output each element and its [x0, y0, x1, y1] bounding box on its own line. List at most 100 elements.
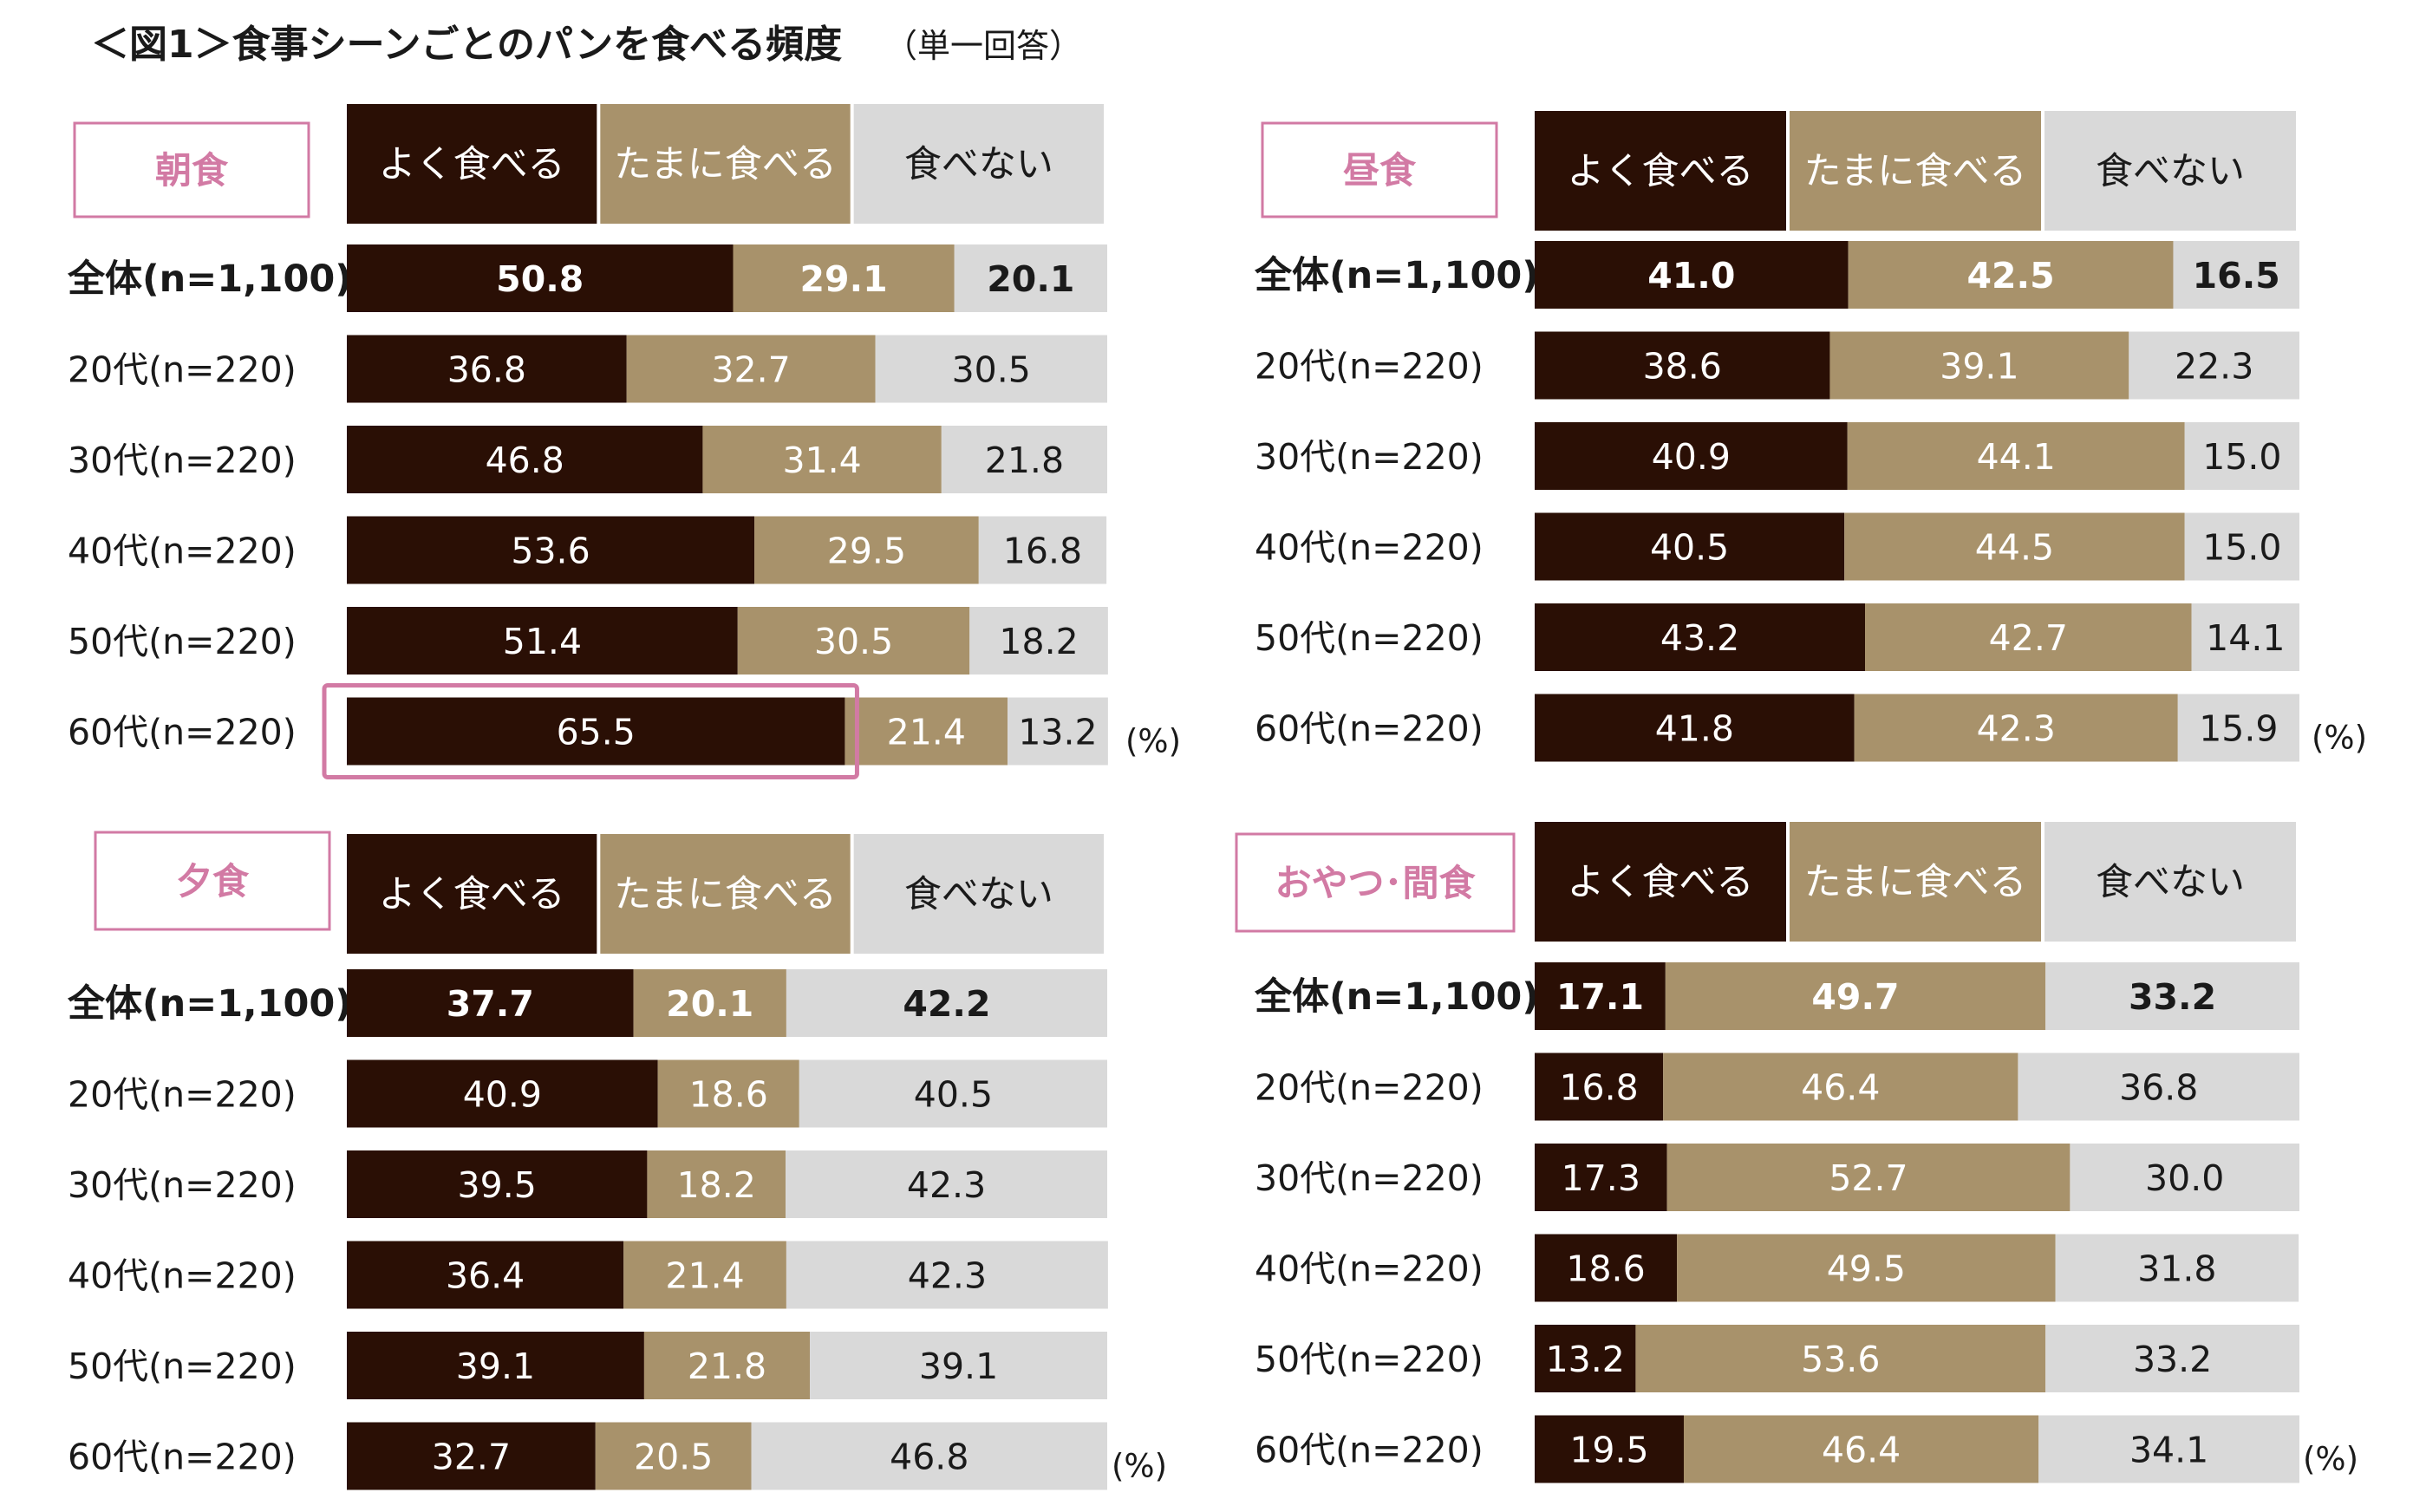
data-label: 18.6 [1566, 1248, 1645, 1290]
bar-segment-sometimes [657, 1059, 799, 1128]
bar-segment-never [875, 335, 1107, 403]
legend-cell-2 [600, 104, 851, 224]
bar-segment-often [347, 607, 738, 675]
legend-label-1: よく食べる [1568, 150, 1754, 193]
data-label: 31.8 [2137, 1248, 2216, 1290]
unit-label: (%) [2312, 720, 2367, 757]
data-label: 30.5 [952, 349, 1031, 391]
bar-segment-sometimes [1635, 1325, 2046, 1392]
data-label: 49.5 [1827, 1248, 1906, 1290]
bar-segment-never [2173, 241, 2299, 309]
bar-segment-often [347, 1422, 596, 1490]
data-label: 40.5 [1650, 527, 1729, 569]
bar-segment-often [347, 1332, 644, 1399]
legend-cell-2 [1790, 822, 2041, 942]
meal-label-box [94, 831, 331, 931]
bar-segment-sometimes [647, 1150, 786, 1218]
bar-segment-sometimes [1854, 694, 2178, 762]
bar-segment-often [347, 1150, 648, 1218]
data-label: 42.2 [903, 983, 990, 1025]
bar-segment-sometimes [633, 969, 786, 1037]
bar-segment-often [1535, 962, 1666, 1030]
legend-cell-3 [2044, 111, 2296, 231]
category-label: 30代(n=220) [1255, 1157, 1484, 1199]
bar-segment-often [1535, 1144, 1667, 1211]
data-label: 32.7 [432, 1437, 511, 1478]
category-label: 40代(n=220) [1255, 1248, 1484, 1290]
bar-segment-sometimes [1844, 512, 2185, 581]
bar-segment-sometimes [1677, 1234, 2056, 1302]
data-label: 18.6 [689, 1074, 768, 1116]
data-label: 17.1 [1556, 976, 1644, 1018]
bar-segment-often [347, 1241, 624, 1309]
bar-segment-never [2177, 694, 2299, 762]
bar-segment-never [954, 244, 1107, 312]
unit-label: (%) [2303, 1441, 2358, 1478]
chart-title: ＜図1＞食事シーンごとのパンを食べる頻度 [91, 23, 842, 67]
category-label: 60代(n=220) [68, 1437, 297, 1478]
legend-cell-1 [347, 834, 597, 954]
bar-segment-sometimes [754, 516, 979, 584]
data-label: 39.5 [458, 1164, 537, 1206]
data-label: 40.9 [463, 1074, 542, 1116]
data-label: 15.9 [2199, 708, 2278, 750]
legend-label-3: 食べない [904, 143, 1053, 186]
category-label: 30代(n=220) [68, 1164, 297, 1206]
bar-segment-often [347, 697, 845, 766]
bar-segment-never [2045, 962, 2299, 1030]
data-label: 38.6 [1643, 346, 1722, 388]
data-label: 36.8 [2119, 1067, 2198, 1109]
meal-label: 夕食 [176, 860, 250, 903]
category-label: 全体(n=1,100) [67, 982, 352, 1026]
data-label: 65.5 [557, 712, 636, 753]
legend-cell-1 [1535, 822, 1786, 942]
data-label: 16.8 [1003, 531, 1082, 572]
data-label: 37.7 [447, 983, 534, 1025]
data-label: 46.4 [1822, 1430, 1901, 1471]
bar-segment-never [2129, 331, 2299, 400]
bar-segment-often [347, 1059, 658, 1128]
category-label: 20代(n=220) [1255, 1067, 1484, 1109]
data-label: 51.4 [503, 621, 582, 662]
bar-segment-sometimes [1665, 962, 2046, 1030]
legend-cell-1 [1535, 111, 1786, 231]
data-label: 36.4 [446, 1255, 525, 1297]
category-label: 20代(n=220) [68, 1074, 297, 1116]
category-label: 全体(n=1,100) [1254, 254, 1539, 297]
bar-segment-often [1535, 1325, 1636, 1392]
data-label: 42.5 [1966, 255, 2054, 297]
legend-cell-2 [600, 834, 851, 954]
bar-segment-often [1535, 241, 1849, 309]
bar-segment-never [751, 1422, 1107, 1490]
data-label: 20.1 [666, 983, 753, 1025]
bar-segment-often [1535, 694, 1855, 762]
data-label: 42.7 [1989, 617, 2068, 659]
legend-cell-3 [2044, 822, 2296, 942]
bar-segment-never [786, 969, 1107, 1037]
data-label: 44.1 [1977, 436, 2056, 478]
data-label: 17.3 [1562, 1157, 1640, 1199]
data-label: 34.1 [2129, 1430, 2208, 1471]
bar-segment-never [2191, 603, 2299, 671]
bar-segment-often [1535, 1234, 1678, 1302]
data-label: 53.6 [1801, 1339, 1880, 1380]
bar-segment-never [969, 607, 1108, 675]
bar-segment-sometimes [595, 1422, 752, 1490]
bar-segment-sometimes [733, 244, 955, 312]
data-label: 46.4 [1801, 1067, 1880, 1109]
bar-segment-often [347, 516, 755, 584]
data-label: 32.7 [711, 349, 790, 391]
category-label: 20代(n=220) [68, 349, 297, 391]
legend-label-2: たまに食べる [614, 873, 837, 916]
chart-subtitle: （単一回答） [884, 27, 1082, 65]
bar-segment-sometimes [737, 607, 970, 675]
data-label: 20.1 [987, 258, 1074, 300]
data-label: 39.1 [456, 1346, 535, 1387]
legend-cell-1 [347, 104, 597, 224]
bar-segment-sometimes [702, 426, 942, 493]
bar-segment-never [2055, 1234, 2299, 1302]
data-label: 14.1 [2206, 617, 2285, 659]
data-label: 31.4 [782, 440, 861, 481]
bar-segment-never [941, 426, 1107, 493]
